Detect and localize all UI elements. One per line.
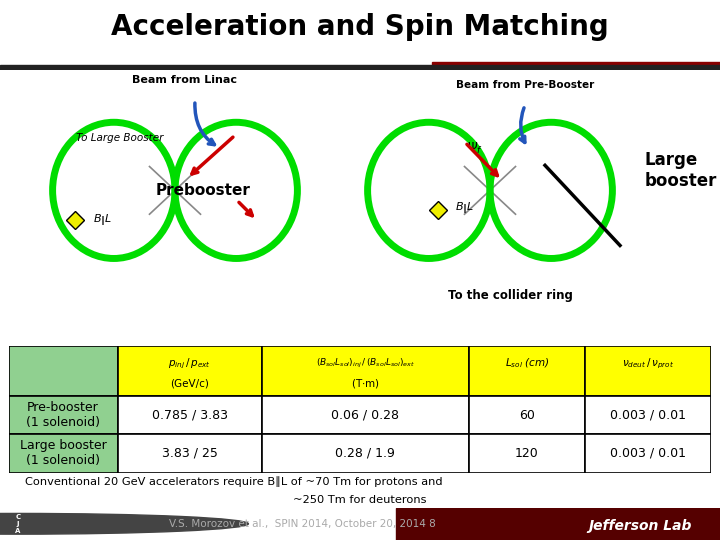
- Text: ~250 Tm for deuterons: ~250 Tm for deuterons: [293, 495, 427, 505]
- Bar: [9, 434, 117, 472]
- Bar: [117, 434, 261, 472]
- Bar: [469, 434, 585, 472]
- Bar: [585, 434, 711, 472]
- Text: Prebooster: Prebooster: [156, 183, 251, 198]
- Bar: [261, 396, 469, 434]
- Text: 60: 60: [519, 409, 535, 422]
- Bar: [585, 346, 711, 396]
- Bar: [261, 434, 469, 472]
- Bar: [117, 346, 261, 396]
- Text: (T$\cdot$m): (T$\cdot$m): [351, 377, 379, 390]
- Bar: [261, 346, 469, 396]
- Text: $p_{inj}\,/\,p_{ext}$: $p_{inj}\,/\,p_{ext}$: [168, 356, 211, 370]
- Text: 0.003 / 0.01: 0.003 / 0.01: [610, 409, 686, 422]
- Text: (GeV/c): (GeV/c): [170, 379, 209, 389]
- Text: Jefferson Lab: Jefferson Lab: [588, 519, 691, 534]
- Text: V.S. Morozov et al.,  SPIN 2014, October 20, 2014 8: V.S. Morozov et al., SPIN 2014, October …: [169, 519, 436, 529]
- Text: Acceleration and Spin Matching: Acceleration and Spin Matching: [111, 12, 609, 40]
- Text: Large booster
(1 solenoid): Large booster (1 solenoid): [19, 440, 107, 468]
- Bar: [396, 508, 720, 540]
- Text: 3.83 / 25: 3.83 / 25: [162, 447, 217, 460]
- Text: 120: 120: [515, 447, 539, 460]
- Text: Beam from Linac: Beam from Linac: [132, 75, 238, 85]
- Text: Beam from Pre-Booster: Beam from Pre-Booster: [456, 80, 594, 90]
- Bar: [0, 65, 720, 70]
- Text: $(B_{sol}L_{sol})_{inj}\,/\,(B_{sol}L_{sol})_{ext}$: $(B_{sol}L_{sol})_{inj}\,/\,(B_{sol}L_{s…: [315, 357, 415, 370]
- Bar: [117, 396, 261, 434]
- Text: 0.003 / 0.01: 0.003 / 0.01: [610, 447, 686, 460]
- Text: To Large Booster: To Large Booster: [76, 133, 163, 143]
- Text: $B_{\|}L$: $B_{\|}L$: [455, 200, 474, 216]
- Text: $\nu_{deut}\,/\,\nu_{prot}$: $\nu_{deut}\,/\,\nu_{prot}$: [622, 356, 675, 370]
- Bar: [469, 346, 585, 396]
- Circle shape: [0, 514, 248, 534]
- Text: $\Psi_f$: $\Psi_f$: [467, 141, 483, 156]
- Bar: [585, 396, 711, 434]
- Bar: [469, 396, 585, 434]
- Text: Pre-booster
(1 solenoid): Pre-booster (1 solenoid): [26, 401, 100, 429]
- Text: 0.785 / 3.83: 0.785 / 3.83: [152, 409, 228, 422]
- Text: Conventional 20 GeV accelerators require B∥L of ~70 Tm for protons and: Conventional 20 GeV accelerators require…: [25, 476, 443, 487]
- Text: To the collider ring: To the collider ring: [448, 289, 572, 302]
- Text: $L_{sol}$ (cm): $L_{sol}$ (cm): [505, 356, 549, 370]
- Text: 0.06 / 0.28: 0.06 / 0.28: [331, 409, 400, 422]
- Bar: [9, 396, 117, 434]
- Text: $B_{\|}L$: $B_{\|}L$: [93, 213, 112, 228]
- Text: C
J
A: C J A: [15, 514, 21, 534]
- Text: 0.28 / 1.9: 0.28 / 1.9: [336, 447, 395, 460]
- Bar: [432, 62, 720, 70]
- Text: Large
booster: Large booster: [645, 151, 717, 190]
- Bar: [9, 346, 117, 396]
